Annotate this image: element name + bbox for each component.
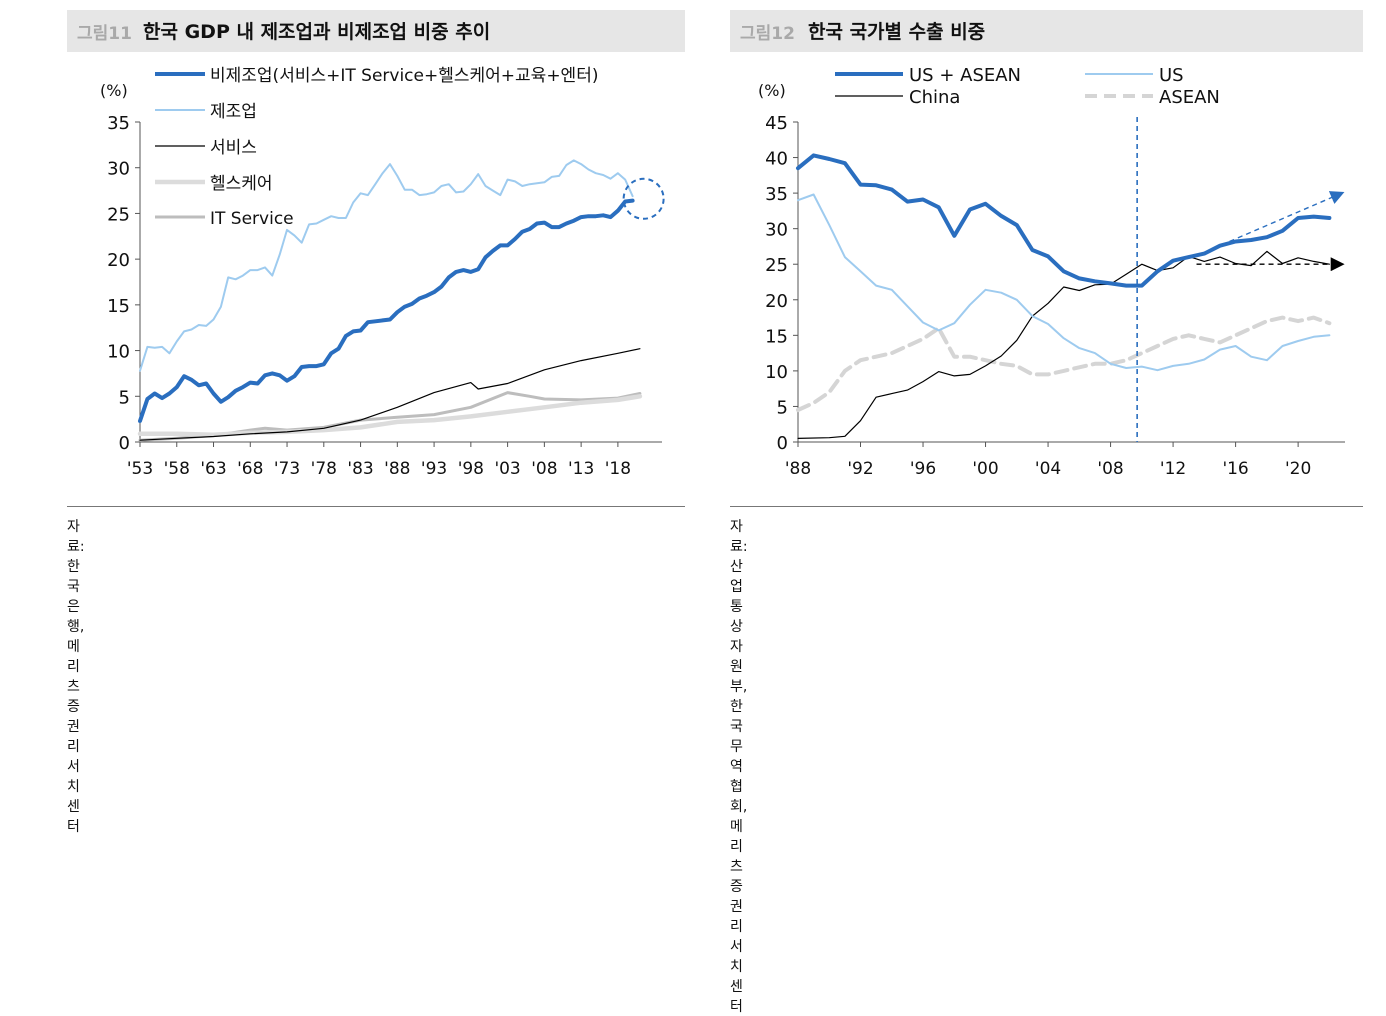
series-line-us — [797, 193, 1331, 372]
y-tick-label: 0 — [119, 433, 130, 454]
series-line-china — [797, 250, 1331, 439]
y-tick-label: 20 — [765, 291, 788, 312]
figure-12-number: 그림12 — [740, 24, 795, 44]
chart-export-share: 0 5 10 15 20 25 30 35 40 45 (%) '88 '92 '96 '00 '04 '08 '… — [758, 65, 1345, 479]
legend-label-us-asean: US + ASEAN — [909, 65, 1021, 86]
y-tick-label: 30 — [107, 159, 130, 180]
highlight-circle — [622, 177, 665, 220]
y-tick-label: 35 — [765, 184, 788, 205]
y-axis-unit-label: (%) — [100, 81, 128, 100]
y-tick-label: 15 — [107, 296, 130, 317]
legend-label-us: US — [1159, 65, 1184, 86]
figure-12-source-rule — [730, 506, 1363, 507]
y-tick-label: 25 — [107, 204, 130, 225]
x-tick-label: '63 — [200, 459, 226, 479]
x-tick-label: '93 — [421, 459, 447, 479]
legend-label-it-service: IT Service — [210, 209, 294, 229]
y-tick-label: 0 — [777, 433, 788, 454]
figure-11-source: 자료: 한국은행, 메리츠증권 리서치센터 — [67, 519, 85, 835]
x-tick-label: '20 — [1285, 459, 1311, 479]
y-tick-label: 5 — [777, 397, 788, 418]
x-tick-label: '03 — [494, 459, 520, 479]
x-tick-label: '12 — [1160, 459, 1186, 479]
x-tick-label: '58 — [164, 459, 190, 479]
x-tick-label: '68 — [237, 459, 263, 479]
x-tick-label: '73 — [274, 459, 300, 479]
x-tick-label: '83 — [347, 459, 373, 479]
y-tick-label: 30 — [765, 220, 788, 241]
y-tick-label: 40 — [765, 149, 788, 170]
x-tick-label: '16 — [1222, 459, 1248, 479]
x-tick-label: '04 — [1035, 459, 1061, 479]
y-tick-label: 35 — [107, 113, 130, 134]
figure-11-source-rule — [67, 506, 685, 507]
legend-label-series: 제조업 — [210, 102, 257, 122]
legend-label-asean: ASEAN — [1159, 87, 1220, 108]
series-line-asean — [796, 315, 1332, 412]
x-tick-label: '53 — [127, 459, 153, 479]
y-tick-label: 15 — [765, 326, 788, 347]
figure-11-header: 그림11 한국 GDP 내 제조업과 비제조업 비중 추이 — [67, 10, 685, 52]
y-tick-label: 45 — [765, 113, 788, 134]
y-axis-unit-label: (%) — [758, 81, 786, 100]
x-tick-label: '08 — [1097, 459, 1123, 479]
x-tick-label: '08 — [531, 459, 557, 479]
series-line-series — [139, 159, 634, 372]
y-tick-label: 10 — [107, 342, 130, 363]
y-tick-label: 25 — [765, 255, 788, 276]
figure-12-source: 자료: 산업통상자원부, 한국무역협회, 메리츠증권 리서치센터 — [730, 519, 748, 1015]
series-line-series — [139, 348, 641, 441]
series-line-series — [137, 394, 643, 437]
legend-label-series: 서비스 — [210, 138, 257, 158]
x-tick-label: '88 — [785, 459, 811, 479]
figure-12-header: 그림12 한국 국가별 수출 비중 — [730, 10, 1363, 52]
legend-label-it-service: 비제조업(서비스+IT Service+헬스케어+교육+엔터) — [210, 66, 598, 86]
figure-12-title: 한국 국가별 수출 비중 — [808, 21, 986, 43]
series-line-it-service — [138, 198, 635, 423]
figure-11-number: 그림11 — [77, 24, 132, 44]
legend-label-china: China — [909, 87, 960, 108]
x-tick-label: '96 — [910, 459, 936, 479]
series-line-us-asean — [796, 153, 1332, 288]
x-tick-label: '78 — [311, 459, 337, 479]
y-tick-label: 20 — [107, 250, 130, 271]
x-tick-label: '18 — [605, 459, 631, 479]
figure-11-title: 한국 GDP 내 제조업과 비제조업 비중 추이 — [143, 21, 491, 43]
y-tick-label: 10 — [765, 362, 788, 383]
x-tick-label: '13 — [568, 459, 594, 479]
x-tick-label: '92 — [847, 459, 873, 479]
y-tick-label: 5 — [119, 387, 130, 408]
x-tick-label: '00 — [972, 459, 998, 479]
chart-gdp-share: 0 5 10 15 20 25 30 35 (%) '53 '58 '63 '68 '73 '78 '83 '8… — [100, 66, 665, 479]
legend-label-series: 헬스케어 — [210, 174, 273, 194]
x-tick-label: '98 — [458, 459, 484, 479]
x-tick-label: '88 — [384, 459, 410, 479]
